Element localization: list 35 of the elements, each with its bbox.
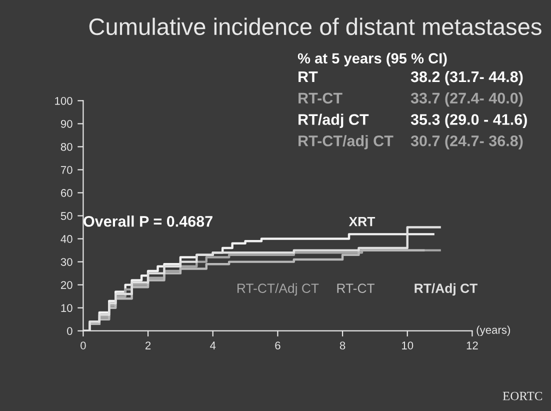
text: RT [298,72,318,82]
x-tick-label: 0 [80,342,86,350]
x-tick-label: 4 [210,342,216,350]
text: RT/Adj CT [414,283,478,296]
chart-title: Cumulative incidence of distant metastases [89,18,542,36]
annotation: RT/adj CT [298,114,369,128]
series-label: RT-CT [337,284,375,293]
y-tick-label: 30 [60,258,72,266]
x-tick-label: 2 [146,342,151,350]
annotation: 35.3 (29.0 - 41.6) [410,114,527,128]
y-tick-label: 70 [60,166,72,174]
x-axis-title: (years) [476,326,510,336]
y-tick-label: 10 [61,304,72,312]
x-tick-label: 8 [340,342,346,350]
annotation: RT-CT/adj CT [298,135,394,150]
y-tick-label: 50 [60,212,72,220]
text: RT-CT/Adj CT [237,283,319,296]
y-tick-label: 60 [60,189,72,197]
annotation: 33.7 (27.4- 40.0) [410,92,523,107]
y-tick-label: 40 [60,235,72,243]
x-tick-label: 12 [466,342,478,350]
text: EORTC [502,392,542,400]
series-label: XRT [348,217,376,226]
text: 38.2 (31.7- 44.8) [410,70,523,86]
annotation: Overall P = 0.4687 [84,216,212,227]
y-tick-label: 80 [60,142,72,151]
x-tick-label: 10 [402,342,414,350]
x-tick-label: 6 [275,342,280,350]
annotation: RT-CT [298,92,342,104]
y-tick-label: 90 [60,120,72,128]
y-tick-label: 20 [60,281,72,289]
y-tick-label: 0 [67,327,72,335]
annotation: 30.7 (24.7- 36.8) [410,135,523,150]
text: % at 5 years (95 % CI) [298,52,447,66]
y-tick-label: 100 [55,96,72,105]
